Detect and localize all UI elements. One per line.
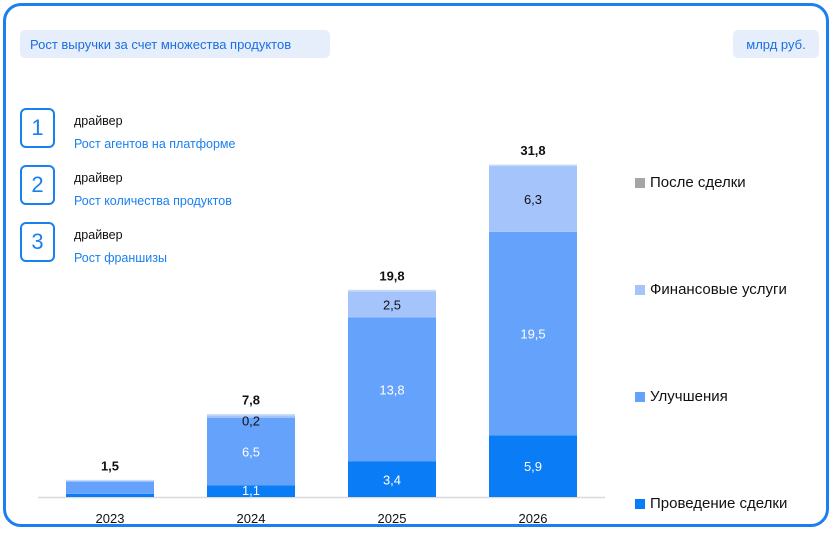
legend-label: После сделки: [650, 174, 746, 191]
bar-segment: [207, 485, 295, 497]
data-label: 0,2: [242, 414, 260, 429]
bar-cap: [66, 479, 154, 482]
legend-label: Улучшения: [650, 388, 728, 405]
driver-number: 3: [20, 222, 55, 262]
total-label: 19,8: [379, 268, 404, 283]
data-label: 2,5: [383, 297, 401, 312]
data-label: 6,3: [524, 192, 542, 207]
data-label: 19,5: [520, 327, 545, 342]
bar-segment: [348, 461, 436, 497]
legend-label: Проведение сделки: [650, 495, 788, 512]
total-label: 31,8: [520, 143, 545, 158]
driver-text: Рост количества продуктов: [74, 194, 232, 208]
bar-segment: [207, 417, 295, 486]
driver-1: 1 драйвер Рост агентов на платформе: [20, 108, 260, 154]
data-label: 5,9: [524, 459, 542, 474]
driver-text: Рост агентов на платформе: [74, 137, 236, 151]
bar-cap: [348, 289, 436, 292]
bar-segment: [348, 317, 436, 462]
total-label: 1,5: [101, 458, 119, 473]
unit-label: млрд руб.: [733, 30, 819, 58]
data-label: 6,5: [242, 445, 260, 460]
legend-swatch: [635, 284, 645, 295]
driver-label: драйвер: [74, 228, 123, 242]
x-tick-label: 2024: [237, 511, 266, 526]
driver-number: 1: [20, 108, 55, 148]
bar-cap: [489, 164, 577, 167]
data-label: 1,1: [242, 483, 260, 498]
legend-swatch: [635, 391, 645, 402]
bar-segment: [66, 481, 154, 494]
bar-segment: [207, 415, 295, 418]
driver-number: 2: [20, 165, 55, 205]
driver-2: 2 драйвер Рост количества продуктов: [20, 165, 260, 211]
bar-segment: [348, 291, 436, 318]
legend-item-uluchsheniya: Улучшения: [635, 388, 728, 405]
data-label: 13,8: [379, 382, 404, 397]
driver-3: 3 драйвер Рост франшизы: [20, 222, 260, 268]
card-frame: [3, 3, 829, 527]
driver-label: драйвер: [74, 171, 123, 185]
bar-segment: [489, 231, 577, 436]
x-tick-label: 2026: [519, 511, 548, 526]
driver-text: Рост франшизы: [74, 251, 168, 265]
legend-swatch: [635, 498, 645, 509]
driver-label: драйвер: [74, 114, 123, 128]
bar-cap: [207, 414, 295, 416]
bar-segment: [489, 166, 577, 232]
data-label: 3,4: [383, 472, 401, 487]
legend-item-posle: После сделки: [635, 174, 746, 191]
legend-item-provedenie: Проведение сделки: [635, 495, 787, 512]
legend-label: Финансовые услуги: [650, 281, 787, 298]
x-tick-label: 2023: [96, 511, 125, 526]
total-label: 7,8: [242, 393, 260, 408]
bar-segment: [66, 493, 154, 497]
chart-title: Рост выручки за счет множества продуктов: [20, 30, 330, 58]
bar-segment: [489, 435, 577, 497]
x-tick-label: 2025: [378, 511, 407, 526]
legend-swatch: [635, 177, 645, 188]
legend-item-finansovye: Финансовые услуги: [635, 281, 787, 298]
